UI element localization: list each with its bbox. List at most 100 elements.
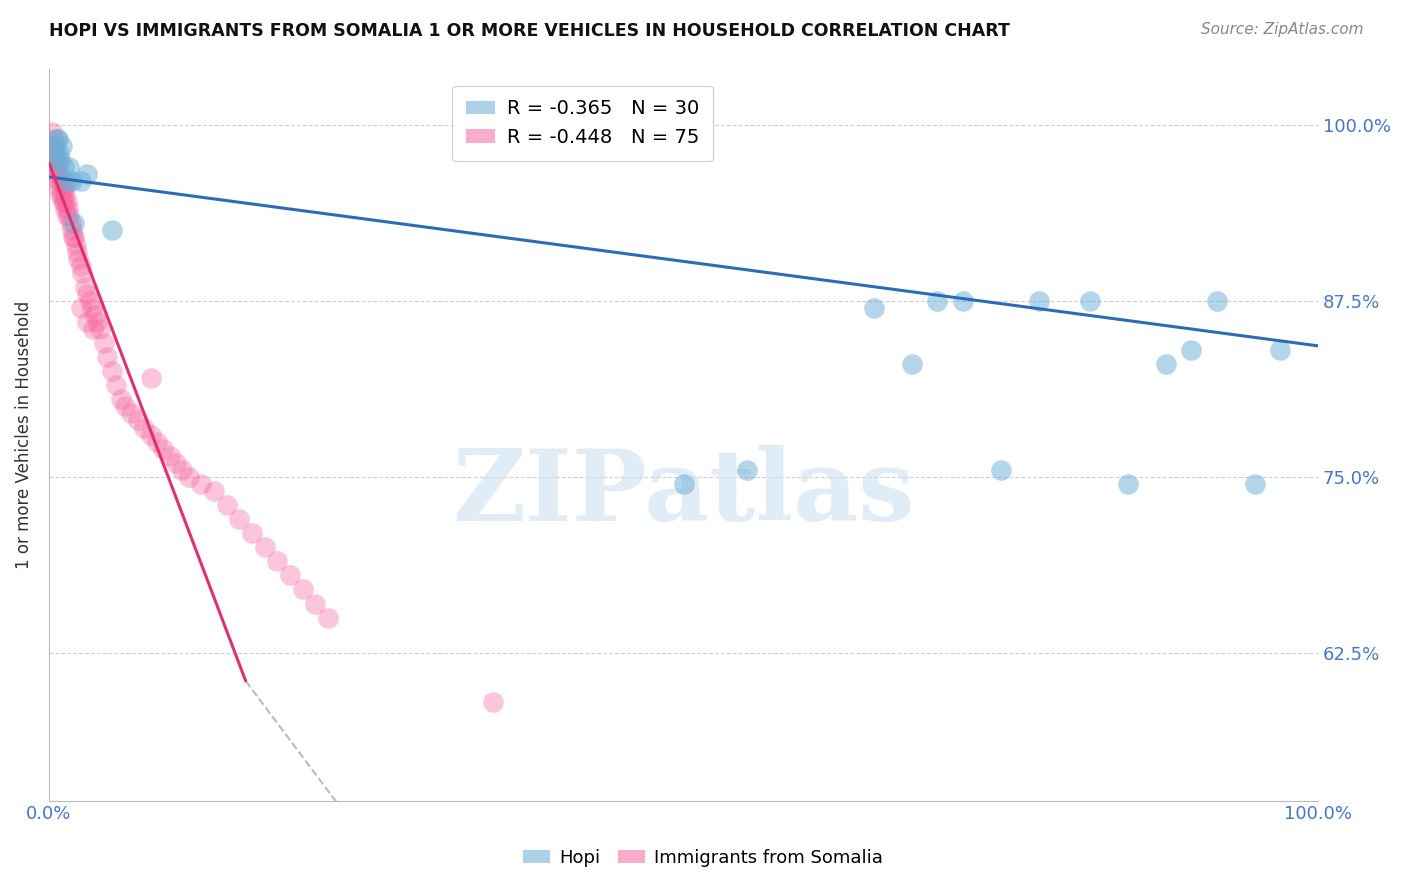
Point [69,259,91,273]
Point [266,554,288,568]
Point [46,160,69,174]
Point [44,160,66,174]
Point [134,420,156,434]
Point [49,153,72,167]
Point [56,202,79,217]
Point [52,181,75,195]
Point [990,463,1012,477]
Point [159,449,181,463]
Point [253,540,276,554]
Point [46,174,69,188]
Point [82,322,104,336]
Point [48,181,70,195]
Point [482,695,505,709]
Point [70,266,93,280]
Point [45,167,67,181]
Point [1078,293,1101,308]
Point [1205,293,1227,308]
Point [165,456,187,470]
Point [58,210,80,224]
Point [278,568,301,582]
Point [304,597,326,611]
Point [82,301,104,315]
Point [48,167,70,181]
Text: HOPI VS IMMIGRANTS FROM SOMALIA 1 OR MORE VEHICLES IN HOUSEHOLD CORRELATION CHAR: HOPI VS IMMIGRANTS FROM SOMALIA 1 OR MOR… [49,22,1010,40]
Point [952,293,974,308]
Point [291,582,314,597]
Point [190,476,212,491]
Point [42,153,65,167]
Point [146,434,169,449]
Point [152,442,174,456]
Point [55,195,77,210]
Point [44,146,66,161]
Point [901,357,924,371]
Point [55,210,77,224]
Point [48,146,70,161]
Point [46,132,69,146]
Point [240,526,263,541]
Point [96,350,118,364]
Point [69,174,91,188]
Point [83,308,105,322]
Point [672,476,695,491]
Point [51,139,73,153]
Point [55,188,77,202]
Point [215,498,238,512]
Point [60,223,83,237]
Point [56,174,79,188]
Point [1028,293,1050,308]
Point [105,378,128,392]
Point [42,132,65,146]
Point [1243,476,1265,491]
Point [60,174,83,188]
Point [202,483,225,498]
Point [42,153,65,167]
Point [44,139,66,153]
Point [228,512,250,526]
Point [79,293,101,308]
Point [316,610,339,624]
Point [53,160,76,174]
Point [121,407,143,421]
Point [49,174,72,188]
Point [69,301,91,315]
Point [127,413,149,427]
Point [139,371,162,385]
Point [863,301,886,315]
Point [1180,343,1202,357]
Point [65,237,87,252]
Point [42,139,65,153]
Text: Source: ZipAtlas.com: Source: ZipAtlas.com [1201,22,1364,37]
Point [110,392,132,407]
Point [66,244,89,259]
Point [735,463,758,477]
Point [53,181,76,195]
Point [86,315,108,329]
Point [42,146,65,161]
Point [52,195,75,210]
Point [45,132,67,146]
Point [93,336,115,351]
Point [53,195,76,210]
Point [76,315,98,329]
Point [58,160,80,174]
Legend: R = -0.365   N = 30, R = -0.448   N = 75: R = -0.365 N = 30, R = -0.448 N = 75 [453,86,713,161]
Point [63,230,86,244]
Point [114,400,136,414]
Point [177,470,200,484]
Point [172,463,194,477]
Point [76,167,98,181]
Point [139,427,162,442]
Point [45,153,67,167]
Y-axis label: 1 or more Vehicles in Household: 1 or more Vehicles in Household [15,301,32,569]
Point [51,174,73,188]
Text: ZIPatlas: ZIPatlas [453,444,915,541]
Point [927,293,949,308]
Point [41,125,63,139]
Point [55,202,77,217]
Point [1268,343,1291,357]
Point [1154,357,1177,371]
Point [49,188,72,202]
Point [1116,476,1139,491]
